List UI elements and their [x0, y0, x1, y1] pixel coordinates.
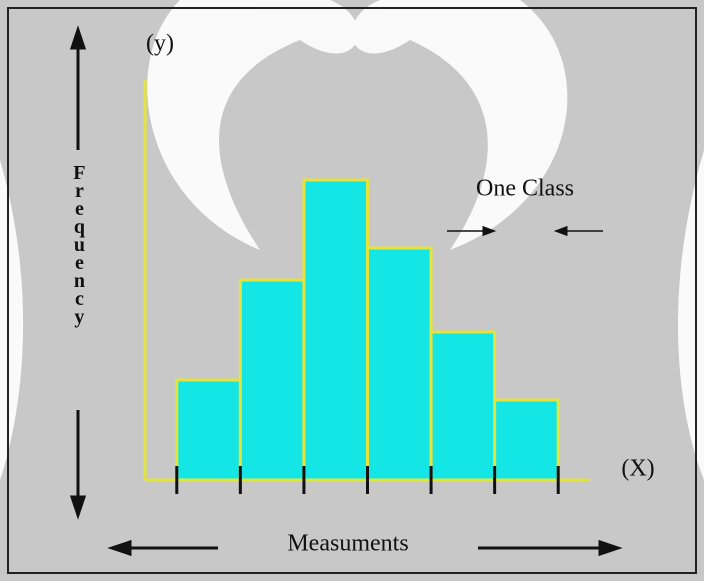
bar [240, 280, 304, 480]
bar [431, 332, 495, 480]
annotation: One Class [476, 176, 574, 202]
bar [495, 400, 559, 480]
y-label: (y) [146, 31, 174, 57]
chart: (y) Frequency (X) Measuments One Class [0, 0, 704, 581]
x-label: (X) [621, 456, 654, 482]
bar [304, 180, 368, 480]
bar [177, 380, 241, 480]
bar [368, 248, 432, 480]
y-axis-word: Frequency [68, 162, 90, 328]
x-axis-word: Measuments [287, 531, 408, 557]
